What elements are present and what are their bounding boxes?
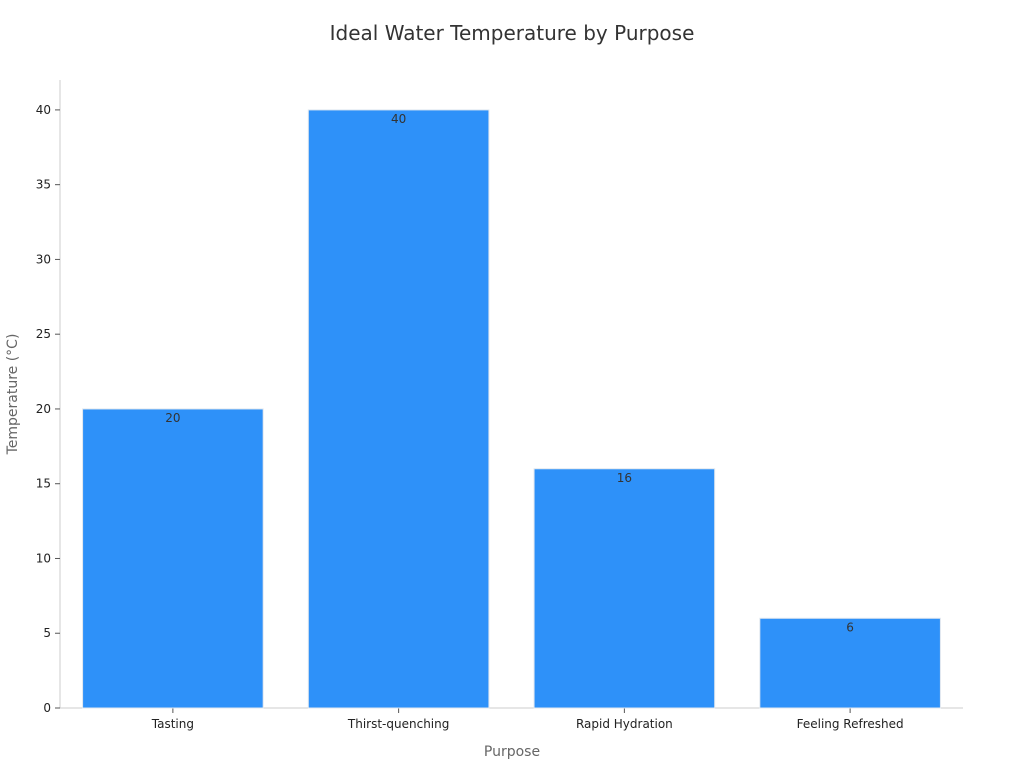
y-tick-label: 15 bbox=[36, 477, 51, 491]
bar-feeling-refreshed bbox=[759, 617, 941, 709]
y-tick-label: 10 bbox=[36, 551, 51, 565]
y-tick-label: 25 bbox=[36, 327, 51, 341]
bar-rapid-hydration bbox=[533, 468, 716, 709]
bar-thirst-quenching bbox=[307, 109, 490, 709]
x-tick-label: Rapid Hydration bbox=[576, 717, 673, 731]
data-label: 40 bbox=[391, 112, 406, 126]
y-tick-label: 30 bbox=[36, 252, 51, 266]
x-tick-label: Feeling Refreshed bbox=[797, 717, 904, 731]
data-label: 6 bbox=[846, 620, 854, 634]
data-labels: 20 40 16 6 bbox=[165, 112, 854, 634]
data-label: 20 bbox=[165, 411, 180, 425]
y-tick-label: 35 bbox=[36, 178, 51, 192]
chart-title: Ideal Water Temperature by Purpose bbox=[330, 21, 695, 45]
axes: 0 5 10 15 20 25 30 35 40 Tasting Thirst-quenching R… bbox=[36, 80, 963, 731]
bar-tasting bbox=[82, 408, 264, 709]
x-tick-label: Thirst-quenching bbox=[347, 717, 449, 731]
y-tick-label: 40 bbox=[36, 103, 51, 117]
y-tick-label: 20 bbox=[36, 402, 51, 416]
bars bbox=[82, 109, 941, 709]
data-label: 16 bbox=[617, 471, 632, 485]
y-axis-title: Temperature (°C) bbox=[5, 334, 21, 456]
y-tick-label: 5 bbox=[43, 626, 51, 640]
x-axis-title: Purpose bbox=[484, 744, 540, 760]
y-tick-label: 0 bbox=[43, 701, 51, 715]
x-tick-label: Tasting bbox=[151, 717, 194, 731]
